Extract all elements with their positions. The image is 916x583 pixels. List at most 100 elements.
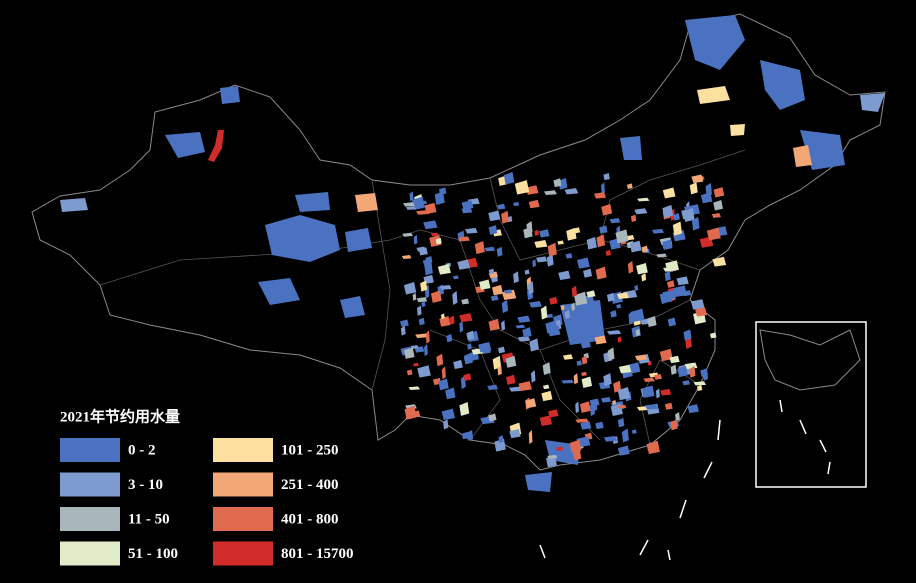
region bbox=[439, 284, 452, 290]
region bbox=[617, 417, 625, 428]
region bbox=[569, 439, 582, 453]
region bbox=[441, 313, 445, 319]
region bbox=[524, 269, 530, 275]
region bbox=[600, 397, 612, 403]
region bbox=[673, 213, 680, 221]
region bbox=[541, 390, 553, 402]
region bbox=[590, 402, 595, 417]
region bbox=[509, 429, 521, 439]
region bbox=[503, 289, 513, 294]
region bbox=[508, 386, 523, 392]
region bbox=[599, 225, 608, 234]
region bbox=[655, 388, 660, 399]
region bbox=[860, 93, 885, 112]
region bbox=[603, 173, 610, 181]
region bbox=[615, 229, 629, 244]
region bbox=[503, 172, 515, 185]
region bbox=[492, 355, 502, 370]
region bbox=[576, 257, 590, 269]
region bbox=[670, 419, 678, 431]
region bbox=[579, 401, 591, 413]
region bbox=[646, 440, 660, 455]
region bbox=[662, 239, 673, 250]
region bbox=[497, 346, 505, 354]
legend-swatch bbox=[213, 541, 273, 566]
region bbox=[422, 259, 432, 266]
country-outline bbox=[31, 13, 886, 471]
region bbox=[424, 343, 428, 357]
region bbox=[637, 197, 650, 202]
region bbox=[534, 229, 539, 236]
region bbox=[534, 240, 548, 248]
region bbox=[641, 273, 646, 282]
region bbox=[660, 388, 672, 396]
legend-swatch bbox=[213, 507, 273, 531]
region bbox=[581, 376, 593, 388]
region bbox=[690, 299, 705, 310]
region bbox=[566, 227, 577, 241]
legend-title: 2021年节约用水量 bbox=[60, 407, 180, 425]
legend-swatch bbox=[60, 438, 120, 462]
legend-label: 51 - 100 bbox=[128, 546, 178, 562]
region bbox=[575, 418, 589, 423]
region bbox=[669, 355, 680, 364]
region bbox=[413, 362, 419, 367]
region bbox=[664, 270, 671, 282]
region bbox=[617, 386, 631, 401]
region bbox=[713, 200, 723, 211]
region bbox=[459, 401, 470, 416]
region bbox=[525, 472, 552, 492]
region bbox=[406, 369, 413, 376]
region bbox=[571, 302, 575, 311]
region bbox=[490, 295, 499, 301]
region bbox=[682, 290, 692, 297]
region bbox=[586, 290, 596, 298]
region bbox=[641, 385, 655, 398]
region bbox=[547, 242, 557, 257]
region bbox=[542, 384, 550, 390]
region bbox=[498, 435, 504, 443]
region bbox=[459, 313, 473, 323]
region bbox=[532, 259, 536, 268]
legend-label: 101 - 250 bbox=[281, 442, 339, 458]
region bbox=[662, 187, 676, 199]
region bbox=[497, 203, 506, 210]
region bbox=[539, 229, 550, 238]
region bbox=[479, 279, 491, 290]
region bbox=[605, 249, 611, 256]
region bbox=[685, 15, 745, 70]
region bbox=[295, 192, 330, 212]
region bbox=[547, 454, 558, 459]
region bbox=[423, 220, 438, 230]
region bbox=[603, 436, 618, 442]
region bbox=[497, 365, 502, 376]
region bbox=[665, 260, 679, 272]
region bbox=[340, 296, 365, 318]
region bbox=[672, 221, 682, 236]
region bbox=[635, 354, 648, 361]
region bbox=[620, 136, 642, 160]
region bbox=[492, 284, 503, 296]
region bbox=[258, 278, 300, 305]
legend-label: 3 - 10 bbox=[128, 477, 163, 493]
region bbox=[697, 86, 730, 104]
region bbox=[424, 202, 437, 215]
region bbox=[445, 387, 456, 400]
region bbox=[517, 335, 531, 342]
region bbox=[506, 374, 516, 385]
region bbox=[403, 347, 415, 359]
region bbox=[630, 214, 637, 222]
region bbox=[412, 292, 417, 301]
region bbox=[760, 60, 805, 110]
region bbox=[539, 415, 553, 426]
region bbox=[636, 262, 648, 275]
region bbox=[420, 200, 428, 205]
region bbox=[546, 313, 554, 318]
region bbox=[693, 381, 707, 386]
region bbox=[573, 373, 578, 385]
region bbox=[712, 256, 727, 267]
region bbox=[474, 240, 485, 255]
region bbox=[405, 206, 416, 210]
region bbox=[683, 329, 692, 341]
